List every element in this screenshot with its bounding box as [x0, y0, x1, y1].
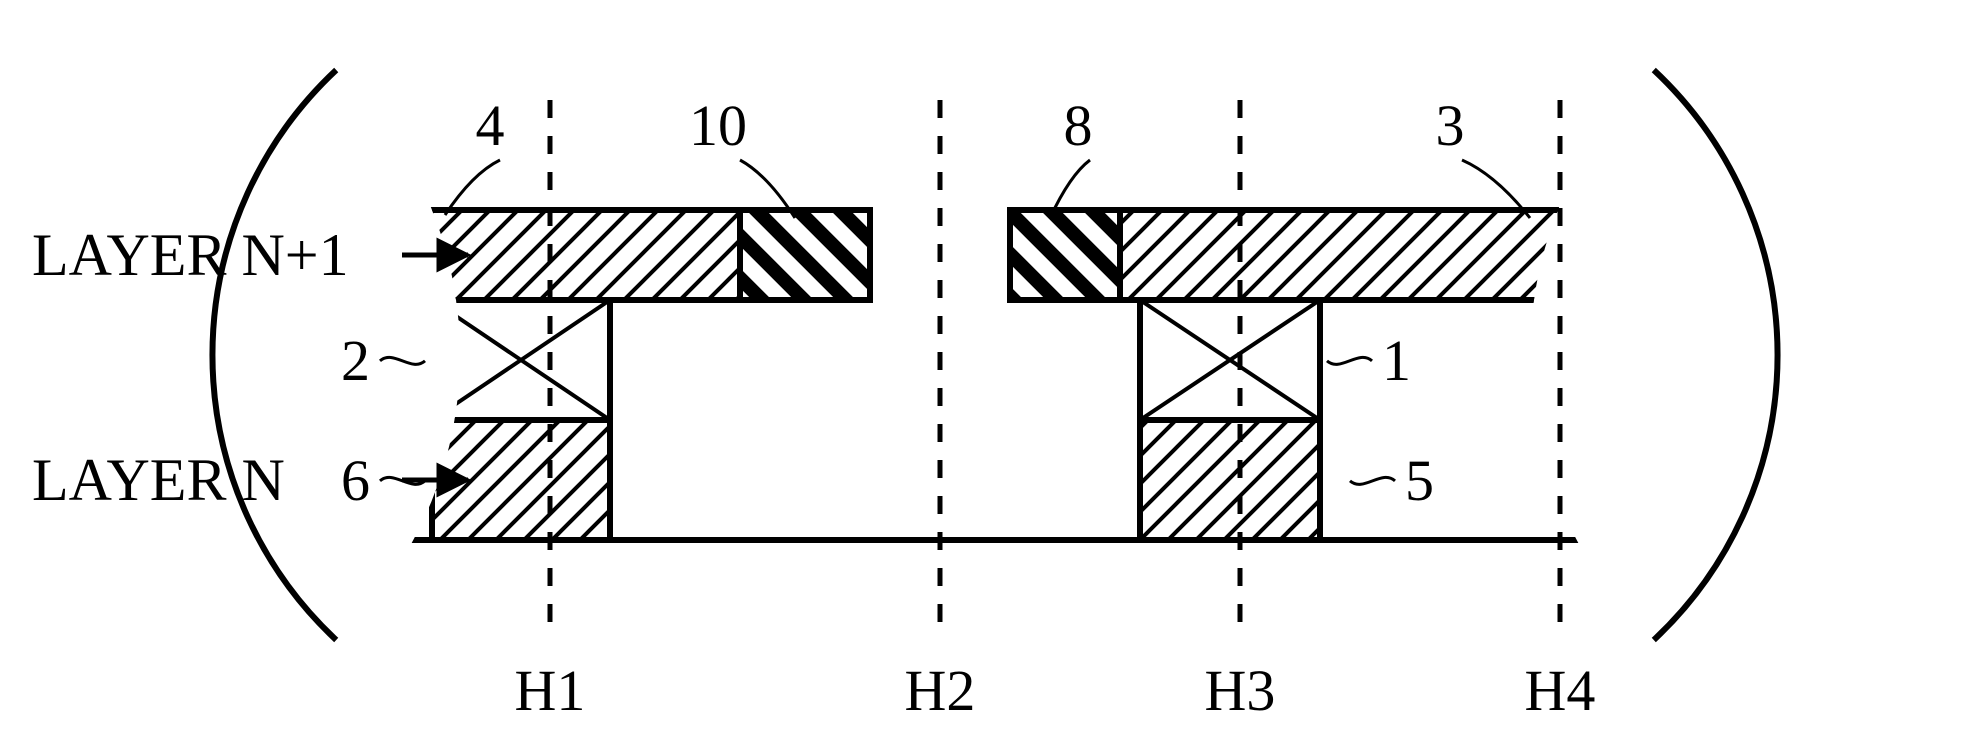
break-arc	[1654, 70, 1778, 640]
label-num1: 1	[1382, 328, 1411, 393]
label-num4: 4	[476, 93, 505, 158]
label-leader	[445, 160, 500, 215]
label-layerNp1: LAYER N+1	[32, 222, 349, 288]
label-H4: H4	[1525, 658, 1596, 723]
label-H1: H1	[515, 658, 586, 723]
layer-np1-bar-right	[1010, 210, 1978, 300]
tilde-connector	[380, 357, 425, 364]
tilde-connector	[1327, 357, 1372, 364]
frame-lines	[0, 300, 1978, 540]
label-num10: 10	[689, 93, 747, 158]
label-num5: 5	[1405, 448, 1434, 513]
label-H3: H3	[1205, 658, 1276, 723]
label-H2: H2	[905, 658, 976, 723]
label-num3: 3	[1436, 93, 1465, 158]
label-num2: 2	[341, 328, 370, 393]
tilde-connector	[1350, 477, 1395, 484]
pad-5	[1140, 420, 1320, 540]
segment-8	[1010, 210, 1120, 300]
segment-10	[740, 210, 870, 300]
label-layerN: LAYER N	[32, 447, 285, 513]
label-num6: 6	[341, 448, 370, 513]
label-num8: 8	[1064, 93, 1093, 158]
break-arc	[212, 70, 336, 640]
